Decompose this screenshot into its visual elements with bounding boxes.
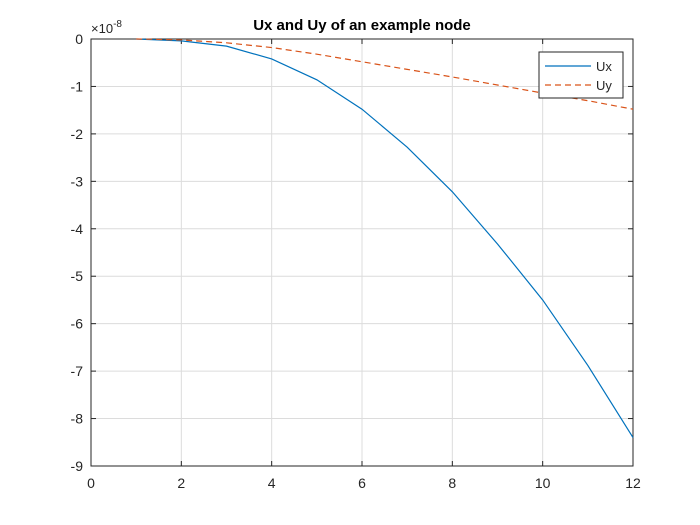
x-tick-label: 12 [625,475,641,491]
y-tick-label: -9 [71,458,84,474]
x-tick-label: 4 [268,475,276,491]
x-tick-label: 10 [535,475,551,491]
y-tick-label: -6 [71,316,84,332]
y-tick-label: 0 [75,31,83,47]
legend-label-uy: Uy [596,78,612,93]
y-tick-label: -7 [71,363,84,379]
y-tick-label: -5 [71,268,84,284]
y-tick-label: -2 [71,126,84,142]
legend: Ux Uy [538,51,624,99]
axis-ticks: 0 2 4 6 8 10 12 0 -1 -2 -3 -4 -5 -6 -7 -8 -9 [71,31,641,491]
series-line-ux [136,38,634,438]
legend-label-ux: Ux [596,59,612,74]
y-tick-label: -3 [71,173,84,189]
legend-box [538,51,624,99]
series-line-uy [136,38,634,110]
y-axis-exponent: ×10-8 [91,19,122,36]
x-tick-label: 2 [177,475,185,491]
y-tick-label: -4 [71,221,84,237]
x-tick-label: 6 [358,475,366,491]
x-tick-label: 8 [448,475,456,491]
series-lines [136,38,634,438]
x-tick-label: 0 [87,475,95,491]
y-tick-label: -8 [71,411,84,427]
chart-title: Ux and Uy of an example node [253,17,471,34]
y-tick-label: -1 [71,78,84,94]
